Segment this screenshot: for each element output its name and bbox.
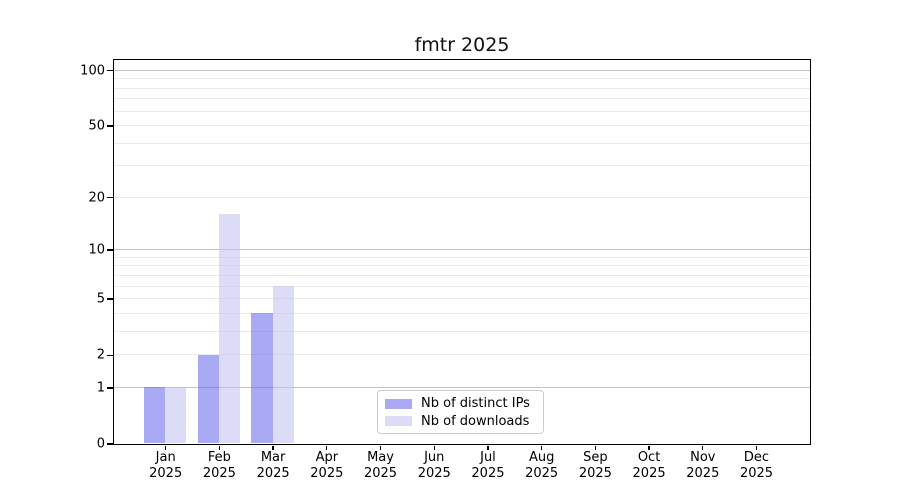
minor-gridline [113,87,810,89]
x-axis-label: May 2025 [343,450,419,481]
x-axis-label-year: 2025 [578,465,612,481]
major-gridline [113,386,810,388]
x-axis-label: Jan 2025 [128,450,204,481]
minor-gridline [113,196,810,198]
y-axis-label: 0 [96,436,105,452]
minor-gridline [113,256,810,258]
x-axis-label-month: Sep [583,450,608,465]
x-axis-tick [218,445,221,450]
legend-item-distinct-ips: Nb of distinct IPs [385,395,543,413]
x-axis-label-month: Aug [528,450,555,465]
x-axis-label-year: 2025 [149,465,183,481]
x-axis-label: Jun 2025 [396,450,472,481]
minor-gridline [113,125,810,127]
x-axis-label: Apr 2025 [289,450,365,481]
x-axis-label-year: 2025 [256,465,290,481]
bar-distinct-ips-mar [251,313,273,444]
minor-gridline [113,298,810,300]
x-axis-tick [487,445,489,450]
y-axis-tick [107,249,113,251]
y-axis-label: 20 [88,190,105,206]
y-axis-tick [107,387,113,389]
minor-gridline [113,98,810,100]
x-axis-label-month: Jan [155,450,176,465]
x-axis-tick [326,445,328,450]
y-axis-label: 10 [88,242,105,258]
y-axis-label: 2 [96,347,105,363]
x-axis-label-year: 2025 [417,465,451,481]
bar-distinct-ips-jan [143,387,166,444]
x-axis-label: Aug 2025 [504,450,580,481]
chart-title: fmtr 2025 [414,34,510,56]
legend-label-downloads: Nb of downloads [421,413,530,429]
x-axis-label-month: Jul [480,450,496,465]
x-axis-label-year: 2025 [686,465,720,481]
y-axis-tick [107,70,113,72]
minor-gridline [113,78,810,80]
minor-gridline [113,165,810,167]
y-axis-tick [107,354,113,356]
x-axis-tick [755,445,758,450]
x-axis-label-year: 2025 [310,465,344,481]
x-axis-label: Dec 2025 [719,450,795,481]
y-axis-tick [107,125,113,127]
minor-gridline [113,354,810,356]
x-axis-label-month: Oct [637,450,661,465]
x-axis-tick [433,445,435,450]
x-axis-label-month: Mar [260,450,286,465]
x-axis-label-year: 2025 [202,465,236,481]
x-axis-label-month: Jun [424,450,445,465]
x-axis-label-month: Dec [743,450,770,465]
legend-label-distinct-ips: Nb of distinct IPs [421,396,530,412]
x-axis-label-month: May [367,450,394,465]
x-axis-label: Mar 2025 [235,450,311,481]
x-axis-label-month: Apr [315,450,339,465]
x-axis-label-year: 2025 [363,465,398,481]
x-axis-label-year: 2025 [471,465,505,481]
minor-gridline [113,265,810,267]
x-axis-label-month: Feb [207,450,231,465]
x-axis-tick [541,445,543,450]
bar-downloads-feb [218,214,241,444]
x-axis-tick [648,445,650,450]
minor-gridline [113,274,810,276]
plot-area [112,58,811,445]
x-axis-label: Sep 2025 [557,450,633,481]
x-axis-label: Nov 2025 [665,450,741,481]
minor-gridline [113,142,810,144]
bar-downloads-mar [272,286,294,444]
minor-gridline [113,285,810,287]
x-axis-tick [272,445,274,450]
x-axis-tick [594,445,597,450]
bar-downloads-jan [165,387,187,444]
x-axis-tick [702,445,704,450]
x-axis-label-year: 2025 [739,465,774,481]
x-axis-label-year: 2025 [632,465,666,481]
bar-distinct-ips-feb [197,354,219,444]
minor-gridline [113,110,810,112]
y-axis-tick [107,443,113,445]
minor-gridline [113,312,810,314]
legend-item-downloads: Nb of downloads [385,413,543,431]
x-axis-tick [379,445,382,450]
x-axis-label: Jul 2025 [450,450,526,481]
minor-gridline [113,330,810,332]
x-axis-label-year: 2025 [525,465,559,481]
x-axis-tick [165,445,167,450]
y-axis-label: 5 [96,291,105,307]
x-axis-label: Oct 2025 [611,450,687,481]
x-axis-label-month: Nov [690,450,716,465]
x-axis-label: Feb 2025 [181,450,257,481]
y-axis-tick [107,197,113,199]
major-gridline [113,249,810,251]
legend-swatch-distinct-ips-icon [385,398,412,409]
y-axis-label: 100 [80,63,105,79]
legend: Nb of distinct IPs Nb of downloads [377,390,544,434]
y-axis-tick [107,298,113,300]
major-gridline [113,69,810,71]
y-axis-label: 50 [88,118,105,134]
legend-swatch-downloads-icon [385,416,412,427]
y-axis-label: 1 [96,380,105,396]
